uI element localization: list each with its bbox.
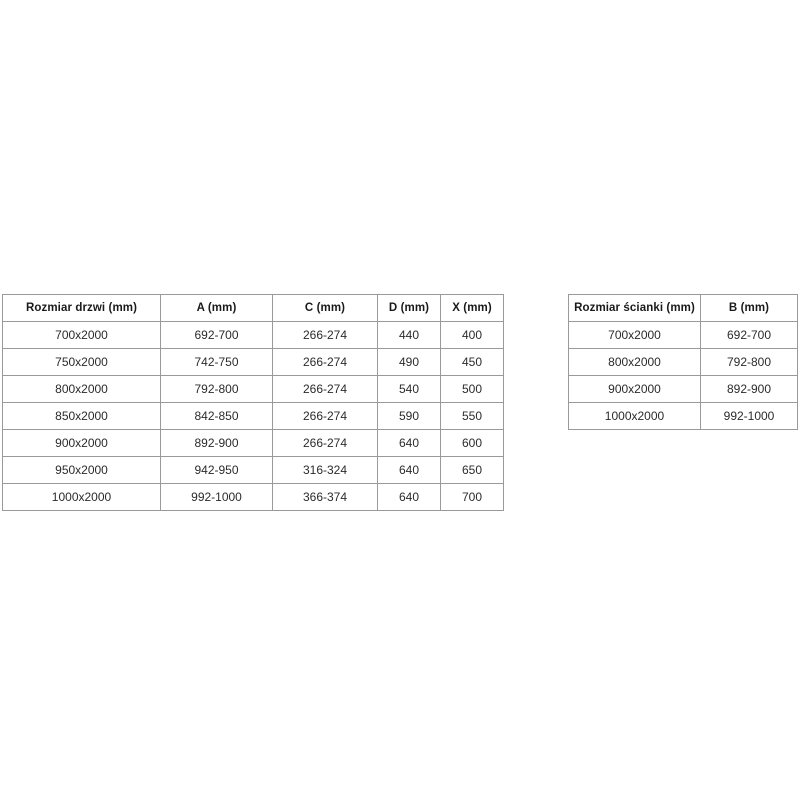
cell-d: 640 [377, 429, 441, 457]
table-row: 1000x2000 992-1000 [568, 402, 798, 430]
cell-x: 500 [440, 375, 504, 403]
cell-c: 366-374 [272, 483, 378, 511]
cell-d: 590 [377, 402, 441, 430]
cell-c: 266-274 [272, 375, 378, 403]
cell-a: 892-900 [160, 429, 273, 457]
cell-x: 550 [440, 402, 504, 430]
wall-size-specification-table: Rozmiar ścianki (mm) B (mm) 700x2000 692… [568, 294, 798, 430]
column-header-wall-size: Rozmiar ścianki (mm) [568, 294, 701, 322]
cell-b: 892-900 [700, 375, 798, 403]
table-row: 800x2000 792-800 [568, 348, 798, 376]
table-row: 900x2000 892-900 [568, 375, 798, 403]
cell-x: 650 [440, 456, 504, 484]
cell-door-size: 700x2000 [2, 321, 161, 349]
cell-x: 450 [440, 348, 504, 376]
cell-door-size: 1000x2000 [2, 483, 161, 511]
cell-a: 742-750 [160, 348, 273, 376]
cell-a: 792-800 [160, 375, 273, 403]
wall-size-table-container: Rozmiar ścianki (mm) B (mm) 700x2000 692… [568, 294, 798, 430]
cell-b: 792-800 [700, 348, 798, 376]
column-header-x: X (mm) [440, 294, 504, 322]
table-row: 700x2000 692-700 [568, 321, 798, 349]
cell-a: 842-850 [160, 402, 273, 430]
cell-a: 992-1000 [160, 483, 273, 511]
column-header-d: D (mm) [377, 294, 441, 322]
cell-door-size: 900x2000 [2, 429, 161, 457]
cell-x: 600 [440, 429, 504, 457]
cell-x: 400 [440, 321, 504, 349]
table-header-row: Rozmiar drzwi (mm) A (mm) C (mm) D (mm) … [2, 294, 504, 322]
cell-door-size: 850x2000 [2, 402, 161, 430]
cell-wall-size: 1000x2000 [568, 402, 701, 430]
cell-c: 266-274 [272, 402, 378, 430]
cell-b: 692-700 [700, 321, 798, 349]
door-size-specification-table: Rozmiar drzwi (mm) A (mm) C (mm) D (mm) … [2, 294, 504, 511]
table-row: 1000x2000 992-1000 366-374 640 700 [2, 483, 504, 511]
cell-c: 266-274 [272, 348, 378, 376]
table-header-row: Rozmiar ścianki (mm) B (mm) [568, 294, 798, 322]
cell-door-size: 950x2000 [2, 456, 161, 484]
cell-c: 266-274 [272, 321, 378, 349]
cell-wall-size: 900x2000 [568, 375, 701, 403]
cell-door-size: 800x2000 [2, 375, 161, 403]
column-header-c: C (mm) [272, 294, 378, 322]
cell-door-size: 750x2000 [2, 348, 161, 376]
cell-d: 440 [377, 321, 441, 349]
cell-b: 992-1000 [700, 402, 798, 430]
cell-a: 942-950 [160, 456, 273, 484]
cell-c: 316-324 [272, 456, 378, 484]
cell-d: 490 [377, 348, 441, 376]
cell-a: 692-700 [160, 321, 273, 349]
table-row: 750x2000 742-750 266-274 490 450 [2, 348, 504, 376]
cell-wall-size: 700x2000 [568, 321, 701, 349]
cell-d: 540 [377, 375, 441, 403]
table-row: 900x2000 892-900 266-274 640 600 [2, 429, 504, 457]
column-header-b: B (mm) [700, 294, 798, 322]
table-row: 950x2000 942-950 316-324 640 650 [2, 456, 504, 484]
table-row: 700x2000 692-700 266-274 440 400 [2, 321, 504, 349]
table-row: 800x2000 792-800 266-274 540 500 [2, 375, 504, 403]
cell-c: 266-274 [272, 429, 378, 457]
cell-d: 640 [377, 483, 441, 511]
cell-d: 640 [377, 456, 441, 484]
door-size-table-container: Rozmiar drzwi (mm) A (mm) C (mm) D (mm) … [2, 294, 504, 511]
cell-wall-size: 800x2000 [568, 348, 701, 376]
column-header-a: A (mm) [160, 294, 273, 322]
cell-x: 700 [440, 483, 504, 511]
table-row: 850x2000 842-850 266-274 590 550 [2, 402, 504, 430]
column-header-door-size: Rozmiar drzwi (mm) [2, 294, 161, 322]
